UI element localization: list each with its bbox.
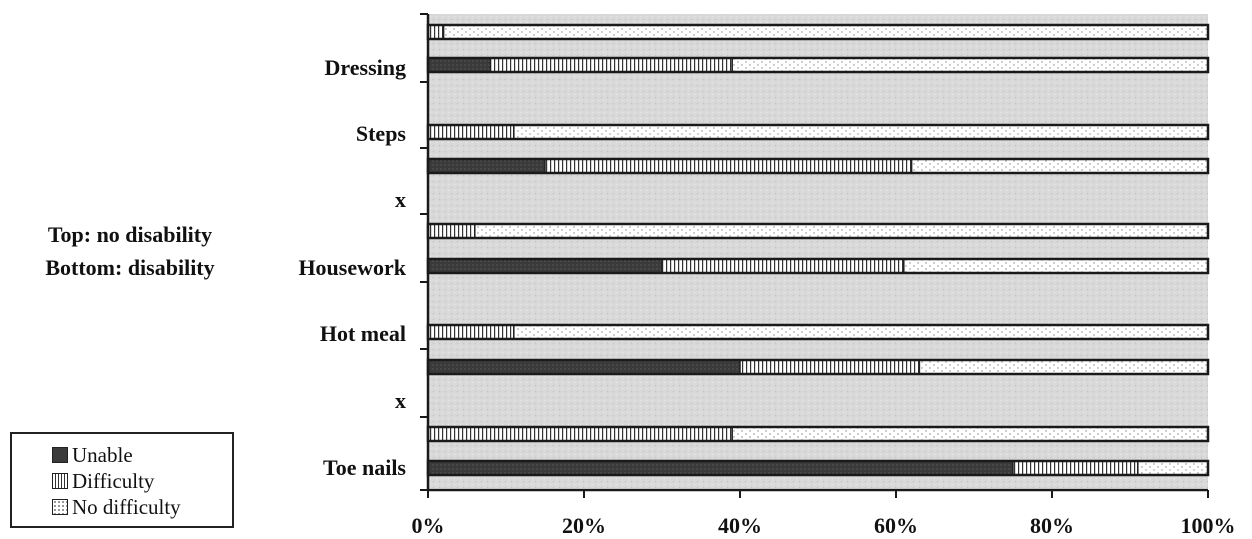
bar-segment-difficulty (1012, 460, 1139, 476)
unable-swatch (52, 447, 68, 463)
bar-segment-unable (427, 460, 1014, 476)
x-tick-label: 20% (562, 513, 606, 538)
legend-item-unable: Unable (52, 442, 232, 468)
bar-segment-difficulty (427, 324, 515, 340)
y-category-label: Toe nails (323, 455, 406, 480)
bar-x-top (426, 222, 1210, 240)
bar-segment-difficulty (544, 158, 913, 174)
bar-segment-unable (427, 258, 663, 274)
no-difficulty-swatch (52, 499, 68, 515)
bar-segment-difficulty (427, 223, 476, 239)
bar-x-bottom (426, 257, 1210, 275)
legend-item-no-difficulty: No difficulty (52, 494, 232, 520)
bar-segment-no-difficulty (1137, 460, 1209, 476)
legend-label-no-difficulty: No difficulty (72, 494, 181, 519)
bar-dressing-bottom (426, 56, 1210, 74)
bar-segment-difficulty (739, 359, 921, 375)
bar-hot-meal-bottom (426, 358, 1210, 376)
bar-segment-no-difficulty (903, 258, 1209, 274)
bar-segment-difficulty (427, 24, 445, 40)
x-tick-label: 100% (1180, 513, 1236, 538)
bar-segment-unable (427, 359, 741, 375)
legend-item-difficulty: Difficulty (52, 468, 232, 494)
bar-segment-difficulty (427, 426, 733, 442)
x-tick-label: 80% (1030, 513, 1074, 538)
y-category-label: x (395, 388, 406, 413)
bar-hot-meal-top (426, 323, 1210, 341)
x-tick-label: 40% (718, 513, 762, 538)
bar-segment-no-difficulty (910, 158, 1209, 174)
bar-steps-bottom (426, 157, 1210, 175)
bar-segment-difficulty (661, 258, 905, 274)
bar-position-note: Top: no disability Bottom: disability (14, 218, 246, 284)
bar-segment-no-difficulty (513, 124, 1209, 140)
note-line-top: Top: no disability (47, 222, 213, 247)
legend: Unable Difficulty No difficulty (10, 432, 234, 528)
x-tick-label: 0% (411, 513, 445, 538)
bar-dressing-top (426, 23, 1210, 41)
bar-segment-unable (427, 57, 492, 73)
legend-label-unable: Unable (72, 442, 133, 467)
bar-segment-no-difficulty (442, 24, 1209, 40)
bar-segment-no-difficulty (474, 223, 1209, 239)
note-line-bottom: Bottom: disability (45, 255, 215, 280)
bar-segment-no-difficulty (918, 359, 1209, 375)
y-category-label: x (395, 187, 406, 212)
legend-label-difficulty: Difficulty (72, 468, 155, 493)
y-category-label: Housework (298, 255, 406, 280)
bar-segment-unable (427, 158, 546, 174)
bar-segment-no-difficulty (513, 324, 1209, 340)
x-tick-label: 60% (874, 513, 918, 538)
bar-toe-nails-bottom (426, 459, 1210, 477)
bar-segment-difficulty (427, 124, 515, 140)
bar-steps-top (426, 123, 1210, 141)
bar-toe-nails-top (426, 425, 1210, 443)
y-category-label: Hot meal (319, 321, 406, 346)
bar-segment-no-difficulty (731, 57, 1209, 73)
y-category-label: Dressing (324, 55, 407, 80)
bar-segment-difficulty (489, 57, 733, 73)
y-category-label: Steps (355, 121, 406, 146)
bar-segment-no-difficulty (731, 426, 1209, 442)
difficulty-swatch (52, 473, 68, 489)
plot-area-background (428, 14, 1208, 488)
